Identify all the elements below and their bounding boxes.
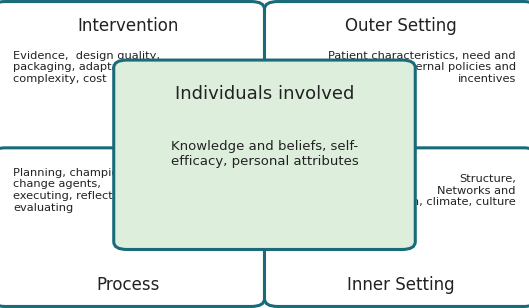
Text: Intervention: Intervention [78, 17, 179, 35]
Text: Planning, champions,
change agents,
executing, reflecting and
evaluating: Planning, champions, change agents, exec… [13, 168, 156, 213]
Text: Knowledge and beliefs, self-
efficacy, personal attributes: Knowledge and beliefs, self- efficacy, p… [171, 140, 358, 168]
FancyBboxPatch shape [264, 148, 529, 306]
Text: Patient characteristics, need and
resources, external policies and
incentives: Patient characteristics, need and resour… [328, 51, 516, 84]
Text: Individuals involved: Individuals involved [175, 85, 354, 103]
Text: Process: Process [97, 276, 160, 294]
FancyBboxPatch shape [114, 60, 415, 249]
FancyBboxPatch shape [0, 2, 264, 160]
Text: Outer Setting: Outer Setting [344, 17, 457, 35]
FancyBboxPatch shape [264, 2, 529, 160]
Text: Structure,
Networks and
communication, climate, culture: Structure, Networks and communication, c… [331, 174, 516, 207]
FancyBboxPatch shape [0, 148, 264, 306]
Text: Inner Setting: Inner Setting [346, 276, 454, 294]
Text: Evidence,  design quality,
packaging, adaptability,
complexity, cost: Evidence, design quality, packaging, ada… [13, 51, 160, 84]
